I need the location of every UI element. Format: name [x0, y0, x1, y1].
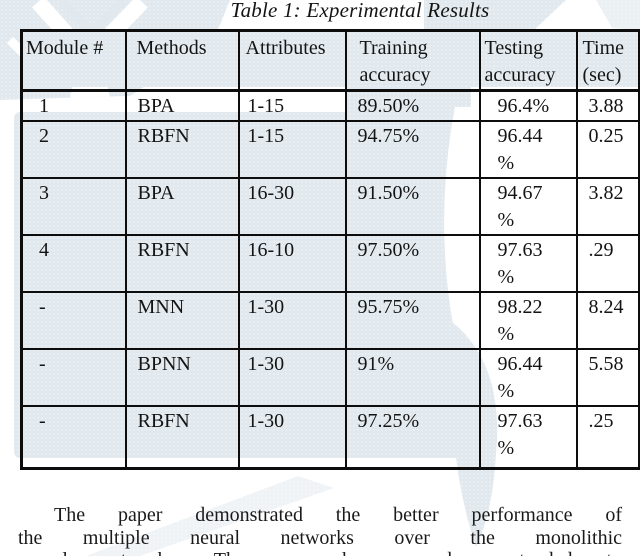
- cell-attributes: 1-30: [237, 291, 347, 350]
- cell-testing-accuracy: 94.67 %: [478, 177, 578, 236]
- table-row: - RBFN 1-30 97.25% 97.63 % .25: [20, 405, 640, 469]
- cell-method: BPNN: [124, 348, 240, 407]
- cell-module: 4: [20, 234, 127, 293]
- table-row: - BPNN 1-30 91% 96.44 % 5.58: [20, 348, 640, 407]
- table-row: 1 BPA 1-15 89.50% 96.4% 3.88: [20, 89, 640, 122]
- paragraph-line: neural networks. The approach can be ext…: [18, 549, 622, 556]
- cell-attributes: 1-15: [237, 120, 347, 179]
- cell-time: .25: [575, 405, 640, 469]
- experimental-results-table: Module # Methods Attributes Training accu…: [20, 29, 640, 470]
- table-row: 3 BPA 16-30 91.50% 94.67 % 3.82: [20, 177, 640, 236]
- cell-time: 3.82: [575, 177, 640, 236]
- cell-module: 3: [20, 177, 127, 236]
- watermark-band-corner: [596, 0, 640, 30]
- cell-training-accuracy: 95.75%: [344, 291, 481, 350]
- cell-attributes: 1-30: [237, 405, 347, 469]
- cell-testing-accuracy: 98.22 %: [478, 291, 578, 350]
- cell-training-accuracy: 97.25%: [344, 405, 481, 469]
- paragraph-line: the multiple neural networks over the mo…: [18, 526, 622, 549]
- cell-module: 1: [20, 89, 127, 122]
- header-methods: Methods: [124, 29, 240, 92]
- cell-method: RBFN: [124, 120, 240, 179]
- cell-method: MNN: [124, 291, 240, 350]
- cell-attributes: 1-15: [237, 89, 347, 122]
- cell-time: 5.58: [575, 348, 640, 407]
- cell-module: -: [20, 348, 127, 407]
- cell-module: -: [20, 405, 127, 469]
- header-module: Module #: [20, 29, 127, 92]
- table-row: - MNN 1-30 95.75% 98.22 % 8.24: [20, 291, 640, 350]
- cell-time: 8.24: [575, 291, 640, 350]
- cell-attributes: 1-30: [237, 348, 347, 407]
- cell-time: .29: [575, 234, 640, 293]
- header-testing-accuracy: Testing accuracy: [478, 29, 578, 92]
- cell-testing-accuracy: 97.63 %: [478, 405, 578, 469]
- cell-training-accuracy: 91%: [344, 348, 481, 407]
- body-paragraph: The paper demonstrated the better perfor…: [18, 504, 622, 556]
- cell-testing-accuracy: 96.44 %: [478, 120, 578, 179]
- cell-method: RBFN: [124, 405, 240, 469]
- cell-method: BPA: [124, 177, 240, 236]
- cell-testing-accuracy: 97.63 %: [478, 234, 578, 293]
- table-header-row: Module # Methods Attributes Training accu…: [20, 29, 640, 92]
- paragraph-line: The paper demonstrated the better perfor…: [54, 504, 622, 526]
- cell-attributes: 16-30: [237, 177, 347, 236]
- header-attributes: Attributes: [237, 29, 347, 92]
- cell-testing-accuracy: 96.44 %: [478, 348, 578, 407]
- watermark-bottom-band: [86, 476, 334, 556]
- cell-training-accuracy: 97.50%: [344, 234, 481, 293]
- cell-time: 0.25: [575, 120, 640, 179]
- cell-training-accuracy: 91.50%: [344, 177, 481, 236]
- cell-module: -: [20, 291, 127, 350]
- cell-training-accuracy: 94.75%: [344, 120, 481, 179]
- cell-method: BPA: [124, 89, 240, 122]
- cell-training-accuracy: 89.50%: [344, 89, 481, 122]
- table-row: 2 RBFN 1-15 94.75% 96.44 % 0.25: [20, 120, 640, 179]
- header-time: Time (sec): [575, 29, 640, 92]
- header-training-accuracy: Training accuracy: [344, 29, 481, 92]
- cell-time: 3.88: [575, 89, 640, 122]
- cell-attributes: 16-10: [237, 234, 347, 293]
- watermark-band-topright: [424, 0, 566, 30]
- cell-module: 2: [20, 120, 127, 179]
- cell-method: RBFN: [124, 234, 240, 293]
- cell-testing-accuracy: 96.4%: [478, 89, 578, 122]
- table-caption: Table 1: Experimental Results: [230, 0, 490, 22]
- table-row: 4 RBFN 16-10 97.50% 97.63 % .29: [20, 234, 640, 293]
